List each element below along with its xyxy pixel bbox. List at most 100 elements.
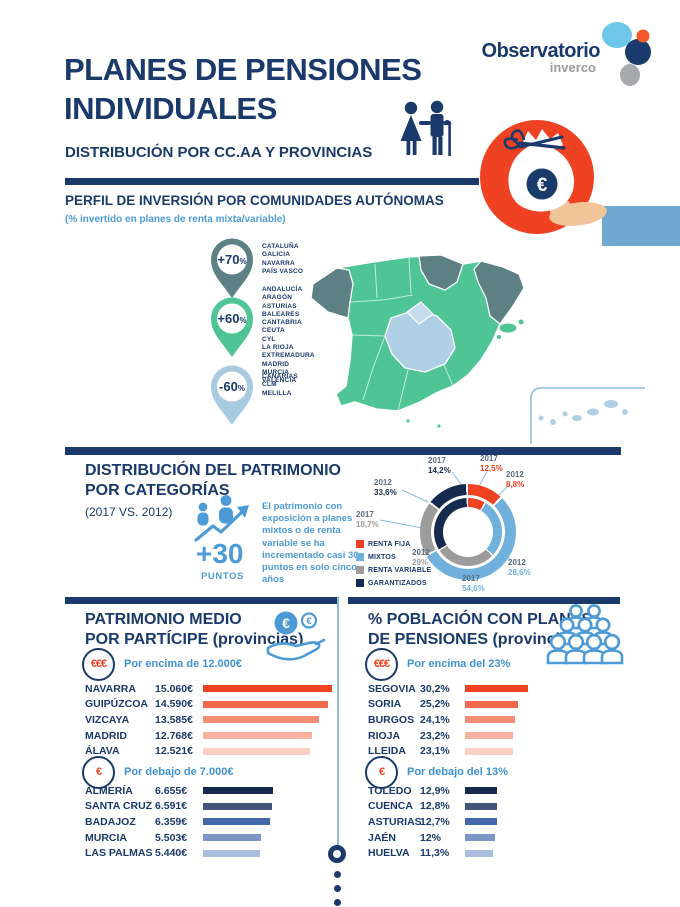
table-row: LAS PALMAS 5.440€ [85, 845, 335, 861]
table-row: CUENCA 12,8% [368, 799, 618, 815]
value-bar [465, 802, 497, 810]
elderly-couple-icon [400, 100, 452, 156]
donut-callout: 2017 18,7% [356, 510, 379, 529]
callout-year: 2012 [374, 478, 392, 487]
callout-year: 2017 [356, 510, 374, 519]
left-panel-title-line-1: PATRIMONIO MEDIO [85, 611, 242, 628]
province-value: 25,2% [420, 698, 450, 711]
value-bar [203, 802, 272, 810]
callout-value: 14,2% [428, 465, 451, 475]
callout-year: 2012 [506, 470, 524, 479]
region-label: ANDALUCÍA [262, 286, 303, 293]
region-label: ARAGÓN [262, 294, 293, 302]
province-value: 12,7% [420, 815, 450, 828]
logo-mark-icon [602, 22, 651, 86]
value-bar [465, 747, 513, 755]
table-row: VIZCAYA 13.585€ [85, 712, 335, 728]
callout-value: 29% [412, 557, 429, 567]
patrimonio-section-subtitle: (2017 VS. 2012) [85, 505, 173, 519]
patrimonio-title-line-2: POR CATEGORÍAS [85, 482, 230, 499]
region-label: ASTURIAS [262, 302, 297, 310]
province-label: ASTURIAS [368, 815, 422, 828]
callout-value: 12,5% [480, 463, 503, 473]
table-row: ASTURIAS 12,7% [368, 814, 618, 830]
table-row: ÁLAVA 12.521€ [85, 743, 335, 759]
province-label: LLEIDA [368, 745, 406, 758]
table-row: MADRID 12.768€ [85, 728, 335, 744]
province-label: LAS PALMAS [85, 847, 153, 860]
province-value: 15.060€ [155, 682, 193, 695]
donut-legend: RENTA FIJA MIXTOS RENTA VARIABLE GARANTIZAD… [356, 540, 431, 592]
value-bar [465, 849, 493, 857]
province-value: 24,1% [420, 713, 450, 726]
caption-low-right: Por debajo del 13% [407, 766, 508, 778]
value-bar [203, 787, 273, 795]
callout-value: 33,6% [374, 487, 397, 497]
page-subtitle: DISTRIBUCIÓN POR CC.AA Y PROVINCIAS [65, 144, 373, 161]
spain-map [310, 254, 645, 444]
table-row: BADAJOZ 6.359€ [85, 814, 335, 830]
province-label: ÁLAVA [85, 745, 120, 758]
svg-text:€: € [282, 615, 290, 631]
table-patrimonio-high: NAVARRA 15.060€ GUIPÚZCOA 14.590€ VIZCAYA 13.… [85, 681, 335, 759]
svg-text:+70%: +70% [217, 252, 246, 267]
callout-value: 8,8% [506, 479, 525, 489]
region-label: PAÍS VASCO [262, 267, 304, 275]
value-bar [465, 818, 497, 826]
right-panel-title-line-2: DE PENSIONES (provincias) [368, 631, 584, 648]
region-label: CANTABRIA [262, 319, 302, 327]
svg-text:€: € [537, 175, 548, 196]
province-label: HUELVA [368, 847, 410, 860]
panel-bar-right [348, 597, 620, 604]
donut-chart: RENTA FIJA MIXTOS RENTA VARIABLE GARANTIZAD… [350, 452, 590, 602]
header-rule [65, 178, 479, 185]
logo-title: Observatorio [481, 40, 601, 62]
left-panel-title-line-2: POR PARTÍCIPE (provincias) [85, 631, 304, 648]
table-row: BURGOS 24,1% [368, 712, 618, 728]
divider-ring-dot [328, 845, 346, 863]
donut-hole [443, 507, 493, 557]
region-label: GALICIA [262, 251, 291, 259]
province-value: 30,2% [420, 682, 450, 695]
province-label: JAÉN [368, 831, 397, 844]
callout-year: 2017 [480, 454, 498, 463]
value-bar [465, 834, 495, 842]
table-row: ALMERÍA 6.655€ [85, 783, 335, 799]
legend-item: GARANTIZADOS [356, 579, 431, 587]
value-bar [465, 700, 518, 708]
province-label: TOLEDO [368, 784, 412, 797]
province-value: 14.590€ [155, 698, 193, 711]
province-label: BURGOS [368, 713, 415, 726]
table-row: MURCIA 5.503€ [85, 830, 335, 846]
province-label: MURCIA [85, 831, 127, 844]
caption-high-left: Por encima de 12.000€ [124, 658, 243, 670]
province-value: 23,1% [420, 745, 450, 758]
panel-divider-line [337, 597, 339, 847]
table-row: HUELVA 11,3% [368, 845, 618, 861]
crowd-icon [546, 604, 624, 665]
province-label: NAVARRA [85, 682, 136, 695]
value-bar [465, 787, 497, 795]
value-bar [465, 716, 515, 724]
value-bar [203, 747, 310, 755]
right-panel-title: % POBLACIÓN CON PLANES DE PENSIONES (pro… [368, 610, 592, 650]
region-label: VALENCIA [262, 377, 297, 385]
legend-swatch [356, 566, 364, 574]
callout-value: 18,7% [356, 519, 379, 529]
legend-item: RENTA FIJA [356, 540, 431, 548]
donut-callout: 2017 14,2% [428, 456, 451, 475]
growth-people-icon [194, 495, 249, 542]
value-bar [203, 685, 332, 693]
divider-dot [334, 885, 341, 892]
hand-euro-icon: € € [266, 611, 326, 661]
table-row: RIOJA 23,2% [368, 728, 618, 744]
patrimonio-section-title: DISTRIBUCIÓN DEL PATRIMONIO POR CATEGORÍ… [85, 461, 341, 501]
money-bag-icon: € [480, 120, 680, 246]
price-badge-high-right: €€€ [365, 648, 398, 681]
value-bar [465, 685, 528, 693]
region-label: MELILLA [262, 389, 292, 397]
table-row: NAVARRA 15.060€ [85, 681, 335, 697]
table-row: TOLEDO 12,9% [368, 783, 618, 799]
legend-item: MIXTOS [356, 553, 431, 561]
table-row: JAÉN 12% [368, 830, 618, 846]
